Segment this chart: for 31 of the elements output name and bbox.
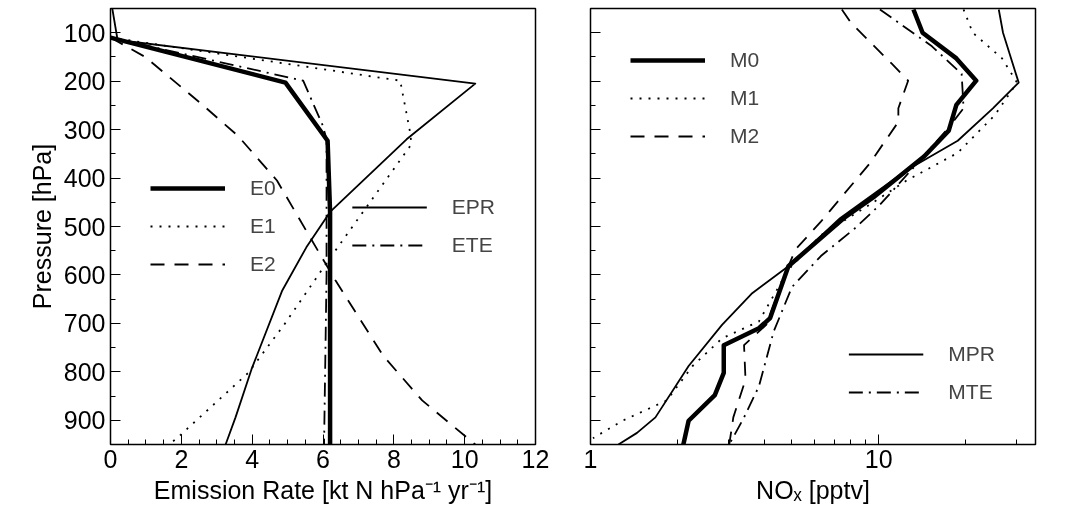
legend-label: M2: [730, 124, 760, 148]
x-tick-label: 10: [450, 444, 479, 473]
legend-label: MTE: [948, 380, 993, 404]
y-axis-title: Pressure [hPa]: [27, 143, 56, 310]
x-tick-label: 0: [103, 444, 118, 473]
legend-label: M1: [730, 86, 760, 110]
x-tick-label: 8: [386, 444, 401, 473]
legend-label: E1: [250, 214, 276, 238]
legend-label: E2: [250, 252, 276, 276]
x-tick-label: 6: [316, 444, 330, 473]
y-tick-label: 700: [63, 309, 106, 338]
y-tick-label: 500: [63, 212, 106, 241]
x-tick-label: 12: [521, 444, 550, 473]
y-tick-label: 300: [63, 115, 106, 144]
legend-label: E0: [250, 176, 276, 200]
y-tick-label: 400: [63, 164, 106, 193]
x-tick-label: 4: [245, 444, 260, 473]
legend-label: M0: [730, 48, 760, 72]
legend-label: ETE: [451, 233, 493, 257]
legend-label: MPR: [948, 342, 995, 366]
x-tick-label: 2: [174, 444, 189, 473]
y-tick-label: 800: [63, 357, 106, 386]
x-tick-label: 10: [864, 444, 893, 473]
x-tick-label: 1: [583, 444, 598, 473]
x-axis-title: Emission Rate [kt N hPa⁻¹ yr⁻¹]: [153, 475, 493, 504]
x-axis-title: NOₓ [pptv]: [756, 475, 870, 504]
y-tick-label: 200: [63, 67, 106, 96]
y-tick-label: 600: [63, 260, 106, 289]
y-tick-label: 900: [63, 406, 106, 435]
y-tick-label: 100: [63, 18, 106, 47]
legend-label: EPR: [451, 195, 495, 219]
